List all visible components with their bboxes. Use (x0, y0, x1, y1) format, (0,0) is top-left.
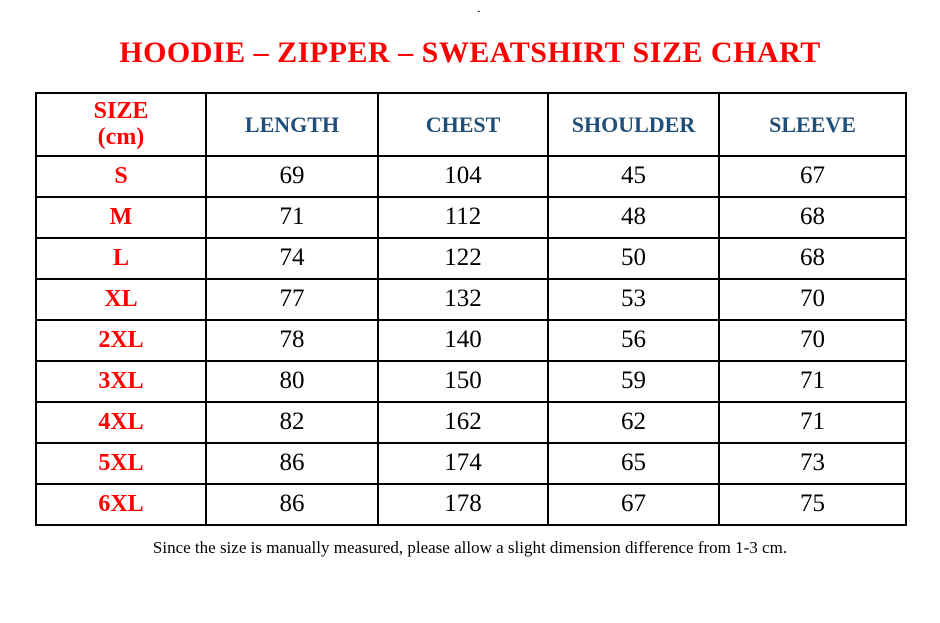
measurement-cell: 78 (205, 319, 379, 362)
column-header-sleeve: SLEEVE (718, 92, 907, 157)
measurement-cell: 162 (377, 401, 549, 444)
measurement-cell: 86 (205, 483, 379, 526)
measurement-cell: 132 (377, 278, 549, 321)
measurement-cell: 150 (377, 360, 549, 403)
row-size-label: 4XL (35, 401, 207, 444)
column-header-size: SIZE (cm) (35, 92, 207, 157)
table-row: S 69 104 45 67 (35, 155, 907, 198)
measurement-cell: 56 (547, 319, 720, 362)
measurement-cell: 62 (547, 401, 720, 444)
page-title: HOODIE – ZIPPER – SWEATSHIRT SIZE CHART (119, 36, 821, 69)
table-row: L 74 122 50 68 (35, 237, 907, 280)
table-row: 2XL 78 140 56 70 (35, 319, 907, 362)
size-header-line2: (cm) (97, 123, 145, 150)
measurement-cell: 80 (205, 360, 379, 403)
table-row: 3XL 80 150 59 71 (35, 360, 907, 403)
row-size-label: XL (35, 278, 207, 321)
measurement-cell: 71 (205, 196, 379, 239)
row-size-label: L (35, 237, 207, 280)
table-row: XL 77 132 53 70 (35, 278, 907, 321)
measurement-cell: 77 (205, 278, 379, 321)
measurement-cell: 73 (718, 442, 907, 485)
row-size-label: 6XL (35, 483, 207, 526)
measurement-cell: 67 (718, 155, 907, 198)
table-body: S 69 104 45 67 M 71 112 48 68 L 74 122 50 68 XL 77 132 53 7… (35, 155, 907, 526)
size-header-line1: SIZE (93, 97, 149, 124)
table-row: M 71 112 48 68 (35, 196, 907, 239)
measurement-cell: 86 (205, 442, 379, 485)
measurement-cell: 140 (377, 319, 549, 362)
measurement-cell: 45 (547, 155, 720, 198)
row-size-label: 3XL (35, 360, 207, 403)
measurement-cell: 71 (718, 360, 907, 403)
measurement-cell: 53 (547, 278, 720, 321)
measurement-cell: 75 (718, 483, 907, 526)
measurement-cell: 70 (718, 278, 907, 321)
table-row: 6XL 86 178 67 75 (35, 483, 907, 526)
measurement-cell: 70 (718, 319, 907, 362)
row-size-label: 2XL (35, 319, 207, 362)
measurement-cell: 178 (377, 483, 549, 526)
measurement-cell: 122 (377, 237, 549, 280)
measurement-cell: 112 (377, 196, 549, 239)
column-header-chest: CHEST (377, 92, 549, 157)
measurement-cell: 71 (718, 401, 907, 444)
stray-dot-mark: . (477, 8, 481, 12)
measurement-cell: 68 (718, 196, 907, 239)
measurement-cell: 74 (205, 237, 379, 280)
measurement-cell: 65 (547, 442, 720, 485)
measurement-cell: 50 (547, 237, 720, 280)
column-header-shoulder: SHOULDER (547, 92, 720, 157)
measurement-cell: 48 (547, 196, 720, 239)
measurement-cell: 82 (205, 401, 379, 444)
footnote: Since the size is manually measured, ple… (152, 538, 788, 557)
measurement-cell: 67 (547, 483, 720, 526)
table-row: 4XL 82 162 62 71 (35, 401, 907, 444)
size-chart-table: SIZE (cm) LENGTH CHEST SHOULDER SLEEVE S… (35, 92, 907, 526)
row-size-label: 5XL (35, 442, 207, 485)
table-header-row: SIZE (cm) LENGTH CHEST SHOULDER SLEEVE (35, 92, 907, 157)
table-row: 5XL 86 174 65 73 (35, 442, 907, 485)
measurement-cell: 59 (547, 360, 720, 403)
row-size-label: S (35, 155, 207, 198)
measurement-cell: 104 (377, 155, 549, 198)
measurement-cell: 174 (377, 442, 549, 485)
measurement-cell: 68 (718, 237, 907, 280)
column-header-length: LENGTH (205, 92, 379, 157)
measurement-cell: 69 (205, 155, 379, 198)
row-size-label: M (35, 196, 207, 239)
